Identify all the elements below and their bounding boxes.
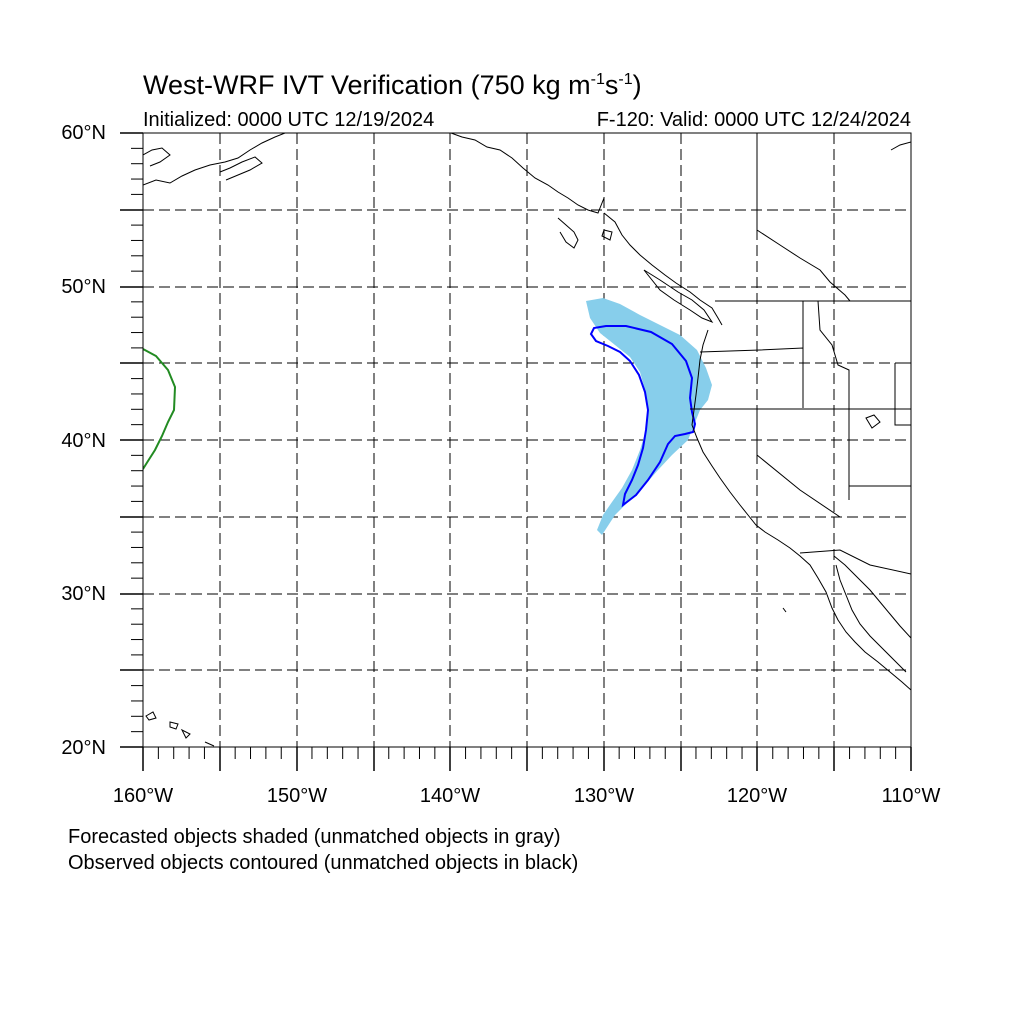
lat-label-40: 40°N bbox=[61, 430, 106, 452]
lon-label-160w: 160°W bbox=[112, 785, 174, 807]
lat-label-20: 20°N bbox=[61, 737, 106, 759]
lat-label-30: 30°N bbox=[61, 583, 106, 605]
lon-label-130w: 130°W bbox=[573, 785, 635, 807]
lon-label-150w: 150°W bbox=[266, 785, 328, 807]
lat-label-60: 60°N bbox=[61, 122, 106, 144]
minor-ticks bbox=[131, 147, 897, 759]
gridlines bbox=[143, 133, 911, 747]
map-title: West-WRF IVT Verification (750 kg m-1s-1… bbox=[143, 70, 642, 100]
lat-label-50: 50°N bbox=[61, 276, 106, 298]
legend-note-forecast: Forecasted objects shaded (unmatched obj… bbox=[68, 826, 561, 848]
map-frame bbox=[120, 132, 912, 771]
lon-label-140w: 140°W bbox=[419, 785, 481, 807]
lon-label-120w: 120°W bbox=[726, 785, 788, 807]
initialized-label: Initialized: 0000 UTC 12/19/2024 bbox=[143, 109, 435, 131]
observed-ivt-contour bbox=[589, 325, 697, 508]
forecast-ivt-object bbox=[586, 298, 712, 535]
lon-label-110w: 110°W bbox=[881, 785, 941, 807]
valid-time-label: F-120: Valid: 0000 UTC 12/24/2024 bbox=[596, 109, 911, 131]
observed-unmatched-contour bbox=[143, 348, 177, 470]
coastlines bbox=[143, 133, 911, 747]
legend-note-observed: Observed objects contoured (unmatched ob… bbox=[68, 852, 579, 874]
